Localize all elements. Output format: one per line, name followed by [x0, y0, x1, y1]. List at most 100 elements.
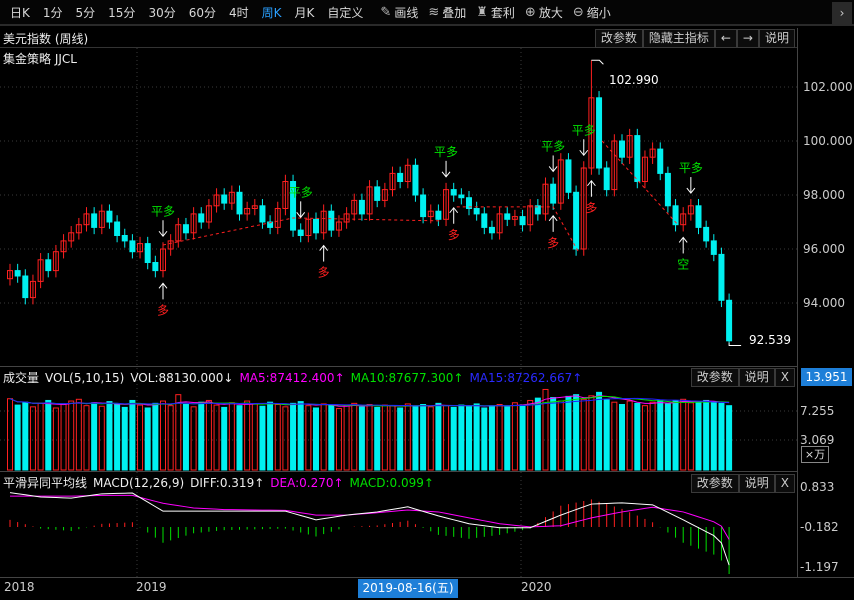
tool-label: 叠加 — [442, 5, 467, 20]
price-tick: 102.000 — [803, 80, 853, 94]
macdbtns-btn-2[interactable]: X — [774, 474, 795, 493]
mainbtns-btn-2[interactable]: ← — [714, 29, 737, 48]
mainbtns-btn-0[interactable]: 改参数 — [594, 29, 643, 48]
volume-tick: 3.069 — [800, 433, 835, 447]
tool-pencil-button[interactable]: ✎ 画线 — [380, 4, 418, 21]
volume-bar — [511, 402, 518, 471]
volume-panel-buttons: 改参数 说明 X — [690, 368, 795, 387]
period-tab-9[interactable]: 自定义 — [327, 5, 364, 20]
period-tab-5[interactable]: 60分 — [188, 5, 216, 20]
volume-bar — [427, 406, 434, 471]
volume-legend: 成交量 VOL(5,10,15) VOL:88130.000↓ MA5:87412.4… — [3, 369, 588, 386]
macd-tick: 0.833 — [800, 480, 835, 494]
candle-body — [596, 97, 603, 169]
volbtns-btn-2[interactable]: X — [774, 368, 795, 387]
period-tab-7[interactable]: 周K — [261, 5, 282, 20]
volume-bar — [412, 405, 419, 471]
volume-bar — [137, 404, 144, 471]
low-price-label: 92.539 — [749, 333, 791, 347]
candle-body — [389, 172, 396, 191]
signal-label: 平多 — [541, 139, 565, 153]
candle-body — [221, 194, 228, 204]
volume-bar — [657, 399, 664, 471]
period-tab-1[interactable]: 1分 — [42, 5, 63, 20]
candle-body — [473, 208, 480, 215]
signal-label: 平多 — [434, 145, 458, 159]
volbtns-btn-0[interactable]: 改参数 — [690, 368, 739, 387]
candle-body — [611, 140, 618, 191]
low-marker — [728, 342, 742, 346]
candle-body — [504, 213, 511, 220]
macdbtns-btn-0[interactable]: 改参数 — [690, 474, 739, 493]
candle-body — [14, 270, 21, 277]
period-tab-0[interactable]: 日K — [10, 5, 30, 20]
candle-body — [114, 221, 121, 236]
dea-line — [10, 494, 730, 540]
mainbtns-btn-4[interactable]: 说明 — [758, 29, 795, 48]
volume-bar — [695, 401, 702, 471]
volume-ma5: MA5:87412.400↑ — [239, 371, 345, 385]
divider — [0, 366, 797, 367]
candle-body — [236, 191, 243, 215]
chevron-right-icon[interactable]: › — [832, 2, 852, 24]
period-tab-8[interactable]: 月K — [294, 5, 315, 20]
signal-label: 多 — [547, 236, 559, 250]
volume-bar — [75, 398, 82, 471]
volume-bar — [710, 401, 717, 471]
strategy-line — [456, 206, 580, 254]
volume-bar — [351, 402, 358, 471]
volbtns-btn-1[interactable]: 说明 — [738, 368, 775, 387]
up-arrow-icon — [548, 215, 558, 222]
candle-body — [83, 213, 90, 226]
period-tab-6[interactable]: 4时 — [229, 5, 249, 20]
moneybag-icon: ♜ — [476, 4, 488, 20]
volume-max-label: 13.951 — [801, 368, 852, 386]
volume-bar — [435, 402, 442, 471]
down-arrow-icon — [579, 149, 589, 157]
up-arrow-icon — [158, 282, 168, 289]
tool-moneybag-button[interactable]: ♜ 套利 — [476, 4, 515, 21]
volume-bar — [236, 405, 243, 471]
tool-label: 放大 — [538, 5, 563, 20]
volume-bar — [129, 399, 136, 471]
high-price-label: 102.990 — [609, 73, 659, 87]
volume-bar — [190, 406, 197, 471]
candle-body — [144, 243, 151, 264]
main-title-bar: 美元指数 (周线) 改参数 隐藏主指标 ← → 说明 — [0, 28, 797, 48]
volume-bar — [596, 391, 603, 471]
volume-bar — [634, 402, 641, 471]
candle-body — [98, 210, 105, 228]
candle-body — [358, 199, 365, 215]
x-label-2020: 2020 — [521, 580, 552, 594]
candle-body — [680, 213, 687, 226]
volume-bar — [144, 407, 151, 471]
volume-ma15-line — [9, 397, 730, 407]
candle-body — [481, 213, 488, 228]
candle-body — [60, 240, 67, 253]
tool-stack-button[interactable]: ≋ 叠加 — [428, 4, 466, 21]
candle-body — [573, 191, 580, 250]
toolbar: 日K 1分 5分 15分 30分 60分 4时 周K 月K 自定义 ✎ 画线 ≋ 叠加 ♜ 套利 ⊕ 放大 ⊖ 缩小 › — [0, 0, 854, 26]
macd-dea: DEA:0.270↑ — [270, 476, 344, 490]
volume-ma10: MA10:87677.300↑ — [350, 371, 464, 385]
macdbtns-btn-1[interactable]: 说明 — [738, 474, 775, 493]
period-tab-3[interactable]: 15分 — [108, 5, 136, 20]
volume-bar — [29, 406, 36, 471]
stack-icon: ≋ — [428, 4, 440, 20]
strategy-line — [601, 140, 679, 226]
volume-bar — [534, 397, 541, 471]
high-marker — [591, 59, 604, 65]
volume-bar — [687, 402, 694, 471]
tool-zoom-out-button[interactable]: ⊖ 缩小 — [573, 4, 611, 21]
tool-zoom-in-button[interactable]: ⊕ 放大 — [525, 4, 563, 21]
period-tab-4[interactable]: 30分 — [148, 5, 176, 20]
down-arrow-icon — [158, 230, 168, 238]
candle-body — [710, 240, 717, 255]
period-tab-2[interactable]: 5分 — [75, 5, 96, 20]
volume-bar — [221, 406, 228, 471]
volume-bar — [358, 406, 365, 471]
zoom-out-icon: ⊖ — [572, 4, 584, 20]
mainbtns-btn-3[interactable]: → — [736, 29, 759, 48]
mainbtns-btn-1[interactable]: 隐藏主指标 — [642, 29, 715, 48]
